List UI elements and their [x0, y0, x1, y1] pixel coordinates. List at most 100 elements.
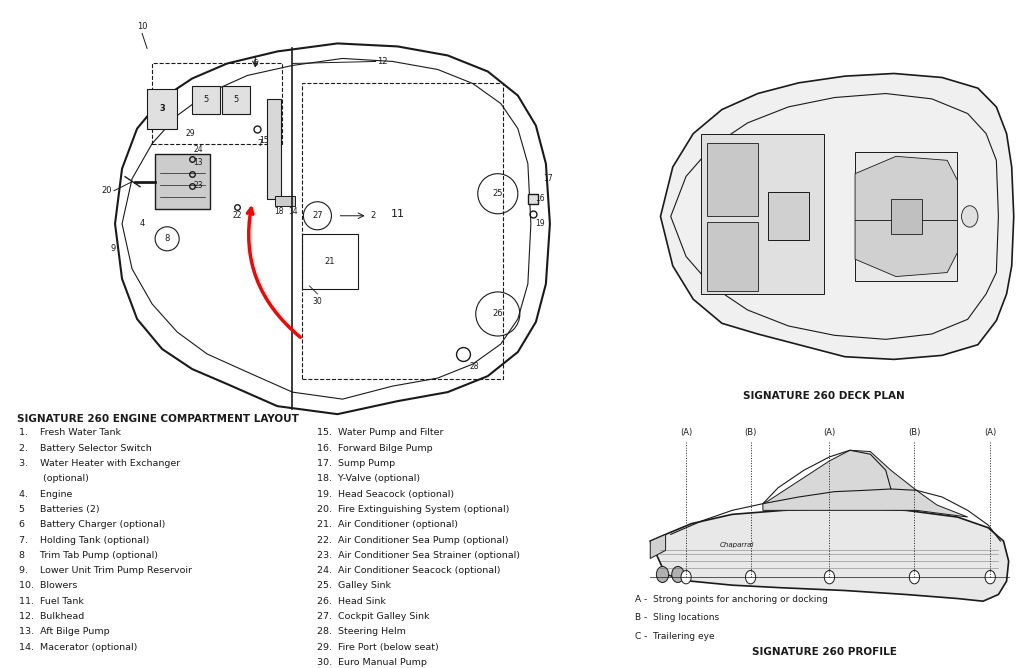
Bar — [891, 199, 922, 234]
Bar — [768, 192, 809, 240]
Text: 21.  Air Conditioner (optional): 21. Air Conditioner (optional) — [317, 520, 459, 529]
Text: 24: 24 — [194, 145, 203, 154]
Text: 7.    Holding Tank (optional): 7. Holding Tank (optional) — [19, 536, 150, 544]
Text: B -  Sling locations: B - Sling locations — [635, 613, 719, 622]
Text: 1.    Fresh Water Tank: 1. Fresh Water Tank — [19, 428, 121, 438]
Text: 14: 14 — [289, 207, 298, 216]
Text: 9.    Lower Unit Trim Pump Reservoir: 9. Lower Unit Trim Pump Reservoir — [19, 566, 193, 575]
Text: 25.  Galley Sink: 25. Galley Sink — [317, 581, 391, 591]
Text: (A): (A) — [984, 428, 996, 437]
Text: 20.  Fire Extinguishing System (optional): 20. Fire Extinguishing System (optional) — [317, 505, 510, 514]
Text: 28.  Steering Helm: 28. Steering Helm — [317, 627, 407, 637]
Text: 22: 22 — [232, 211, 242, 220]
Bar — [275, 196, 295, 206]
Bar — [302, 234, 357, 289]
Text: 17: 17 — [543, 174, 553, 183]
Text: 12: 12 — [378, 57, 388, 66]
Circle shape — [656, 566, 669, 582]
Text: 8: 8 — [165, 234, 170, 243]
Text: 6: 6 — [253, 59, 258, 68]
Text: 4.    Engine: 4. Engine — [19, 490, 73, 498]
Bar — [193, 86, 220, 114]
Text: 21: 21 — [325, 257, 335, 267]
Text: 15.  Water Pump and Filter: 15. Water Pump and Filter — [317, 428, 444, 438]
Bar — [267, 98, 282, 198]
Text: 5: 5 — [204, 95, 209, 104]
Text: SIGNATURE 260 DECK PLAN: SIGNATURE 260 DECK PLAN — [743, 391, 905, 401]
Text: 23.  Air Conditioner Sea Strainer (optional): 23. Air Conditioner Sea Strainer (option… — [317, 551, 520, 560]
Bar — [222, 86, 250, 114]
Text: 20: 20 — [101, 186, 112, 195]
Text: 11: 11 — [390, 209, 404, 218]
Text: SIGNATURE 260 PROFILE: SIGNATURE 260 PROFILE — [752, 647, 897, 657]
Text: (B): (B) — [908, 428, 921, 437]
Text: 4: 4 — [139, 219, 144, 228]
Polygon shape — [763, 450, 968, 517]
Text: 11.  Fuel Tank: 11. Fuel Tank — [19, 597, 84, 606]
Text: 3: 3 — [160, 104, 165, 113]
Text: 18: 18 — [274, 207, 284, 216]
Circle shape — [681, 570, 691, 584]
Text: 16: 16 — [535, 194, 545, 203]
Text: 7: 7 — [257, 139, 262, 148]
Text: SIGNATURE 260 ENGINE COMPARTMENT LAYOUT: SIGNATURE 260 ENGINE COMPARTMENT LAYOUT — [16, 414, 299, 424]
Polygon shape — [855, 156, 957, 220]
Text: 19: 19 — [535, 218, 545, 228]
Bar — [707, 143, 758, 216]
Text: 13: 13 — [194, 158, 203, 166]
Circle shape — [745, 570, 756, 584]
Text: 5     Batteries (2): 5 Batteries (2) — [19, 505, 99, 514]
Bar — [855, 152, 957, 281]
Text: 15: 15 — [259, 136, 269, 144]
Text: 22.  Air Conditioner Sea Pump (optional): 22. Air Conditioner Sea Pump (optional) — [317, 536, 509, 544]
Text: 26: 26 — [493, 309, 503, 319]
Text: 3.    Water Heater with Exchanger: 3. Water Heater with Exchanger — [19, 459, 180, 468]
Bar — [701, 134, 824, 294]
Text: (A): (A) — [823, 428, 836, 437]
Text: 24.  Air Conditioner Seacock (optional): 24. Air Conditioner Seacock (optional) — [317, 566, 501, 575]
Text: 27: 27 — [312, 211, 323, 220]
Bar — [707, 222, 758, 291]
Text: 10: 10 — [137, 23, 147, 31]
Text: 12.  Bulkhead: 12. Bulkhead — [19, 612, 84, 621]
Text: 17.  Sump Pump: 17. Sump Pump — [317, 459, 395, 468]
Text: 27.  Cockpit Galley Sink: 27. Cockpit Galley Sink — [317, 612, 430, 621]
Text: C -  Trailering eye: C - Trailering eye — [635, 632, 715, 641]
Text: 13.  Aft Bilge Pump: 13. Aft Bilge Pump — [19, 627, 110, 637]
Bar — [155, 154, 210, 208]
Text: 9: 9 — [111, 244, 116, 253]
Text: 25: 25 — [493, 189, 503, 198]
Text: 23: 23 — [194, 181, 203, 190]
Text: 2.    Battery Selector Switch: 2. Battery Selector Switch — [19, 444, 152, 453]
Bar — [302, 84, 503, 379]
Polygon shape — [855, 220, 957, 277]
Text: 5: 5 — [233, 95, 239, 104]
Polygon shape — [650, 508, 1009, 601]
Text: 14.  Macerator (optional): 14. Macerator (optional) — [19, 643, 137, 652]
Text: 2: 2 — [371, 211, 376, 220]
Text: 26.  Head Sink: 26. Head Sink — [317, 597, 386, 606]
Circle shape — [962, 206, 978, 227]
Text: A -  Strong points for anchoring or docking: A - Strong points for anchoring or docki… — [635, 595, 827, 603]
Text: (A): (A) — [680, 428, 692, 437]
Circle shape — [672, 566, 684, 582]
Circle shape — [909, 570, 920, 584]
Text: 29.  Fire Port (below seat): 29. Fire Port (below seat) — [317, 643, 439, 652]
Text: 19.  Head Seacock (optional): 19. Head Seacock (optional) — [317, 490, 455, 498]
Polygon shape — [660, 73, 1014, 359]
Circle shape — [824, 570, 835, 584]
Text: 29: 29 — [185, 129, 195, 138]
Text: Chaparral: Chaparral — [720, 542, 755, 548]
Circle shape — [985, 570, 995, 584]
Polygon shape — [650, 534, 666, 558]
Text: (B): (B) — [744, 428, 757, 437]
Bar — [153, 63, 283, 144]
Text: 16.  Forward Bilge Pump: 16. Forward Bilge Pump — [317, 444, 433, 453]
Text: 18.  Y-Valve (optional): 18. Y-Valve (optional) — [317, 474, 421, 483]
Text: 8     Trim Tab Pump (optional): 8 Trim Tab Pump (optional) — [19, 551, 158, 560]
Bar — [147, 88, 177, 128]
Text: 6     Battery Charger (optional): 6 Battery Charger (optional) — [19, 520, 166, 529]
Text: 28: 28 — [470, 362, 479, 371]
Text: 10.  Blowers: 10. Blowers — [19, 581, 78, 591]
Text: 30.  Euro Manual Pump: 30. Euro Manual Pump — [317, 658, 427, 667]
